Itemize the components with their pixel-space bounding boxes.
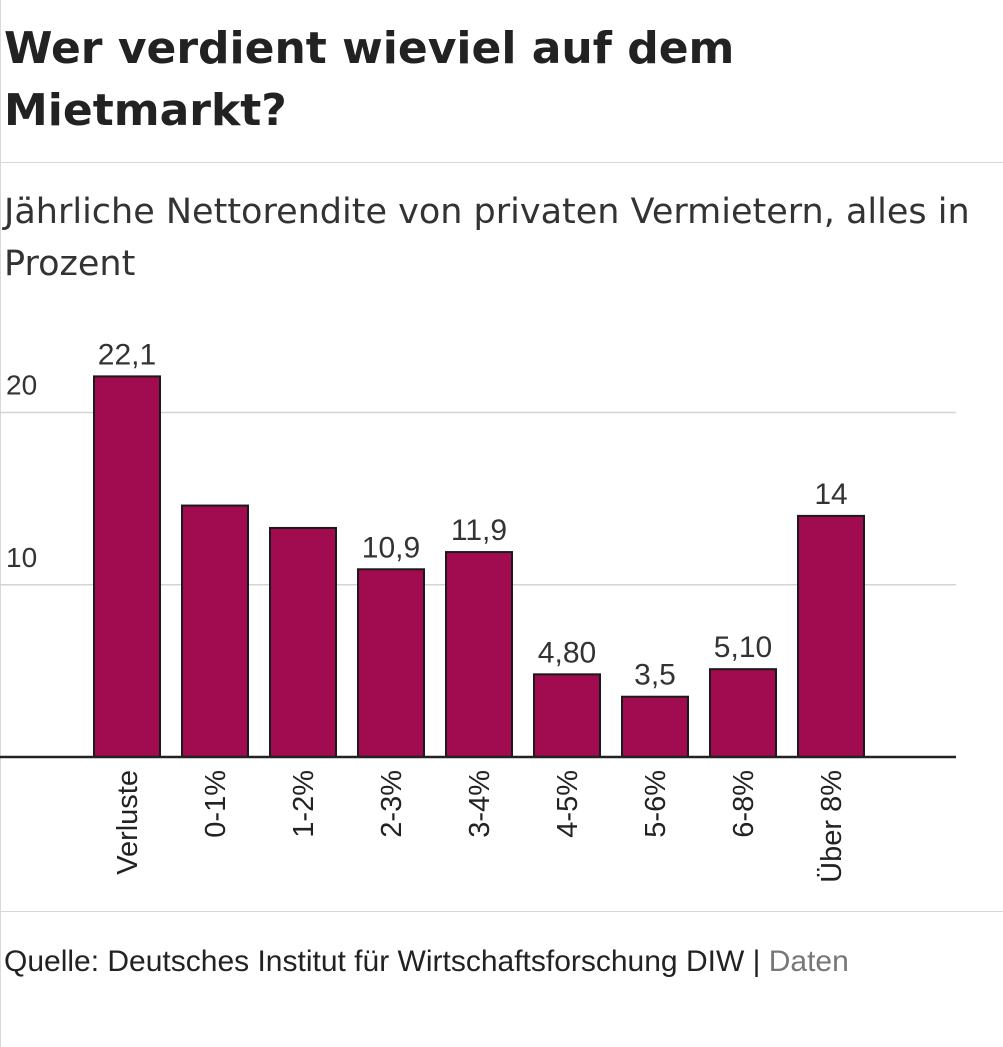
- bar: [181, 504, 249, 758]
- x-tick-label: 6-8%: [728, 770, 760, 838]
- source-note: Quelle: Deutsches Institut für Wirtschaf…: [4, 940, 994, 984]
- bar-chart: 10 20 22,1 Verluste 0-1% 1-2% 10,9 2-3% 11,9 3-4%…: [0, 338, 956, 883]
- bar: [269, 526, 337, 758]
- left-border: [0, 0, 1, 1047]
- bar: [621, 695, 689, 759]
- data-label: 4,80: [538, 636, 596, 669]
- bar: [93, 375, 161, 758]
- source-separator: |: [752, 945, 761, 978]
- x-tick-label: 2-3%: [376, 770, 408, 838]
- chart-subtitle: Jährliche Nettorendite von privaten Verm…: [4, 192, 970, 284]
- x-tick-label: Verluste: [112, 770, 144, 875]
- bar: [709, 668, 777, 758]
- data-label: 14: [814, 478, 847, 511]
- x-tick-label: 1-2%: [288, 770, 320, 838]
- x-tick-label: 0-1%: [200, 770, 232, 838]
- y-tick-label: 20: [6, 370, 37, 401]
- data-label: 3,5: [634, 659, 676, 692]
- chart-title: Wer verdient wieviel auf dem Mietmarkt?: [4, 23, 735, 136]
- source-text: Quelle: Deutsches Institut für Wirtschaf…: [4, 945, 745, 978]
- x-tick-label: 3-4%: [464, 770, 496, 838]
- data-label: 10,9: [362, 531, 420, 564]
- y-tick-label: 10: [6, 542, 37, 573]
- footer-divider: [0, 911, 1003, 912]
- x-tick-label: 5-6%: [640, 770, 672, 838]
- title-divider: [0, 162, 1003, 163]
- data-label: 11,9: [451, 514, 507, 547]
- x-tick-label: 4-5%: [552, 770, 584, 838]
- bar: [357, 568, 425, 758]
- bar: [797, 514, 865, 758]
- bar: [445, 551, 513, 758]
- data-label: 5,10: [714, 631, 772, 664]
- x-tick-label: Über 8%: [816, 770, 848, 883]
- data-label: 22,1: [98, 338, 156, 371]
- bar: [533, 673, 601, 759]
- data-link[interactable]: Daten: [768, 945, 849, 978]
